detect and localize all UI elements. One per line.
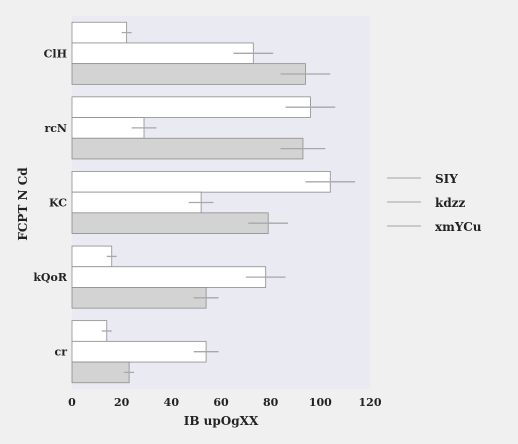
x-tick-label: 40 <box>164 396 180 409</box>
bar-ClH-SIY <box>71 21 128 44</box>
x-tick-label: 80 <box>263 396 279 409</box>
x-tick-label: 20 <box>114 396 130 409</box>
y-tick-label: kQoR <box>33 271 68 284</box>
x-tick-labels: 0 20 40 60 80 100 120 <box>68 396 382 409</box>
x-axis-title: IB upOgXX <box>184 414 259 428</box>
x-tick-label: 0 <box>68 396 76 409</box>
x-tick-label: 60 <box>213 396 229 409</box>
y-tick-label: rcN <box>44 122 67 135</box>
bars-layer <box>71 21 331 384</box>
bar-rcN-xmYCu <box>71 137 304 160</box>
legend-label-kdzz: kdzz <box>435 196 466 210</box>
y-tick-label: ClH <box>44 47 67 60</box>
x-tick-label: 120 <box>359 396 382 409</box>
legend-label-SIY: SIY <box>435 172 458 186</box>
bar-KC-SIY <box>71 171 331 193</box>
y-tick-label: KC <box>49 197 67 210</box>
bar-ClH-kdzz <box>71 42 254 65</box>
bar-kQoR-SIY <box>71 245 113 268</box>
error-bars-layer <box>101 31 356 374</box>
bar-KC-kdzz <box>71 191 202 214</box>
bar-cr-xmYCu <box>71 361 130 384</box>
bar-kQoR-xmYCu <box>71 287 207 309</box>
x-tick-label: 100 <box>309 396 332 409</box>
y-axis-title: FCPT N Cd <box>16 167 30 241</box>
bar-cr-kdzz <box>71 340 207 363</box>
bar-rcN-SIY <box>71 96 311 118</box>
bar-ClH-xmYCu <box>71 63 306 85</box>
y-tick-label: cr <box>55 346 68 359</box>
bar-cr-SIY <box>71 320 108 342</box>
bar-kQoR-kdzz <box>71 266 267 288</box>
legend: SIY kdzz xmYCu <box>387 172 482 234</box>
bar-KC-xmYCu <box>71 212 269 234</box>
legend-label-xmYCu: xmYCu <box>435 220 482 234</box>
y-tick-labels: ClH rcN KC kQoR cr <box>33 47 68 358</box>
